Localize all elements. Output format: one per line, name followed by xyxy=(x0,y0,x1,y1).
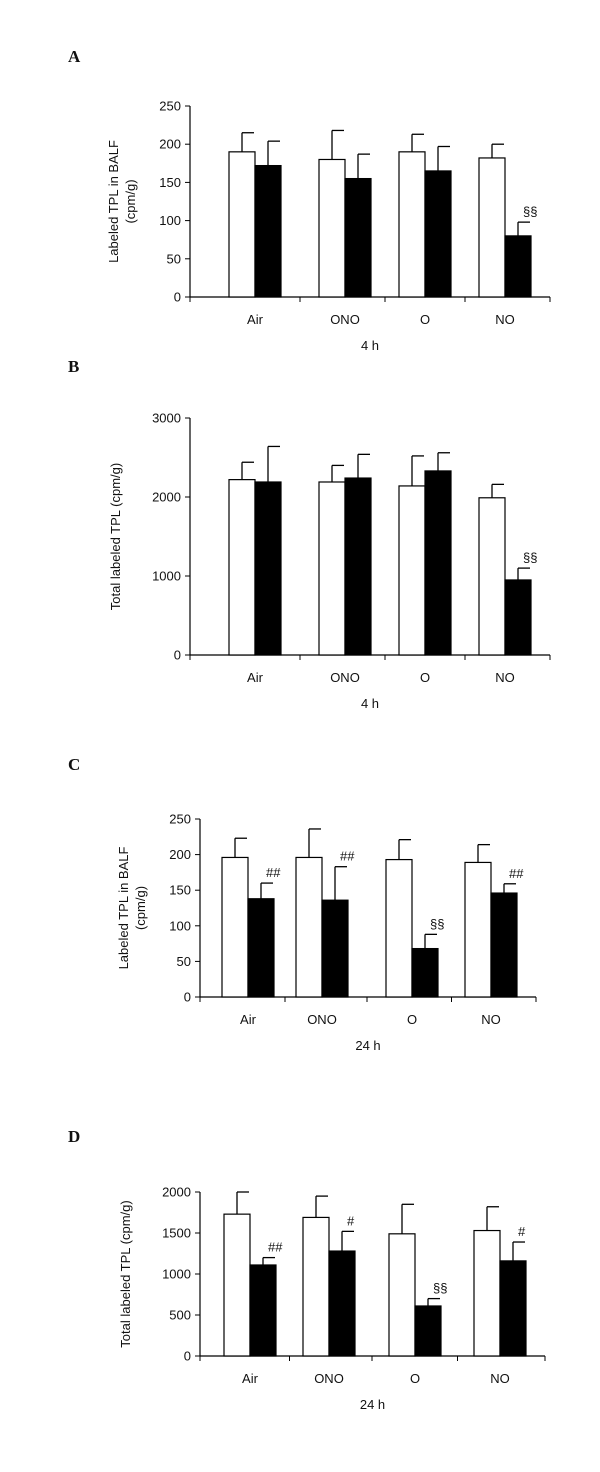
bar-filled xyxy=(424,470,452,656)
bar-filled xyxy=(249,1264,277,1357)
x-tick-label: O xyxy=(407,1012,417,1027)
significance-marker: ## xyxy=(266,865,281,880)
panel-letter: A xyxy=(68,47,81,66)
panel-letter: B xyxy=(68,357,79,376)
bar-open xyxy=(223,1213,251,1357)
bar-filled xyxy=(254,481,282,656)
y-tick-label: 1000 xyxy=(162,1267,191,1282)
y-axis-title: Labeled TPL in BALF (cpm/g) xyxy=(106,140,138,263)
x-axis-title: 24 h xyxy=(355,1038,380,1053)
bar-open xyxy=(398,151,426,298)
x-tick-label: O xyxy=(420,312,430,327)
y-axis-title-line: Total labeled TPL (cpm/g) xyxy=(118,1200,133,1347)
bar-filled xyxy=(424,170,452,298)
x-tick-label: NO xyxy=(481,1012,501,1027)
bar-filled xyxy=(328,1250,356,1357)
x-tick-label: O xyxy=(420,670,430,685)
bar-filled xyxy=(344,477,372,656)
y-axis-title-line: Total labeled TPL (cpm/g) xyxy=(108,463,123,610)
bar-filled xyxy=(247,898,275,998)
bar-open xyxy=(478,157,506,298)
bar-open xyxy=(318,481,346,656)
x-axis-title: 4 h xyxy=(361,696,379,711)
significance-marker: §§ xyxy=(433,1281,447,1296)
x-tick-label: Air xyxy=(242,1371,259,1386)
y-tick-label: 1000 xyxy=(152,569,181,584)
y-tick-label: 1500 xyxy=(162,1226,191,1241)
y-tick-label: 150 xyxy=(169,883,191,898)
x-tick-label: ONO xyxy=(314,1371,344,1386)
y-axis-title-line: Labeled TPL in BALF xyxy=(116,847,131,970)
bar-open xyxy=(464,861,492,998)
y-tick-label: 150 xyxy=(159,175,181,190)
x-tick-label: Air xyxy=(247,312,264,327)
panel-letter: D xyxy=(68,1127,80,1146)
significance-marker: ## xyxy=(268,1240,283,1255)
bar-filled xyxy=(504,579,532,656)
y-tick-label: 200 xyxy=(169,847,191,862)
bar-filled xyxy=(504,235,532,298)
x-tick-label: ONO xyxy=(330,312,360,327)
significance-marker: §§ xyxy=(523,204,537,219)
bar-filled xyxy=(411,947,439,998)
significance-marker: ## xyxy=(509,866,524,881)
y-tick-label: 0 xyxy=(174,648,181,663)
significance-marker: ## xyxy=(340,849,355,864)
y-axis-title: Total labeled TPL (cpm/g) xyxy=(108,463,123,610)
y-tick-label: 50 xyxy=(177,954,191,969)
bar-open xyxy=(228,151,256,298)
y-axis-title-line: (cpm/g) xyxy=(133,886,148,930)
bar-filled xyxy=(490,892,518,998)
y-tick-label: 0 xyxy=(184,1349,191,1364)
x-tick-label: ONO xyxy=(330,670,360,685)
x-tick-label: NO xyxy=(490,1371,510,1386)
y-tick-label: 2000 xyxy=(162,1185,191,1200)
y-axis-title-line: Labeled TPL in BALF xyxy=(106,140,121,263)
y-tick-label: 2000 xyxy=(152,490,181,505)
x-tick-label: NO xyxy=(495,312,515,327)
y-tick-label: 100 xyxy=(159,213,181,228)
x-tick-label: NO xyxy=(495,670,515,685)
x-axis-title: 24 h xyxy=(360,1397,385,1412)
y-tick-label: 50 xyxy=(167,251,181,266)
significance-marker: # xyxy=(347,1213,355,1228)
y-tick-label: 500 xyxy=(169,1308,191,1323)
bar-filled xyxy=(254,164,282,298)
bar-open xyxy=(302,1216,330,1357)
bar-filled xyxy=(344,177,372,298)
x-axis-title: 4 h xyxy=(361,338,379,353)
bar-open xyxy=(478,497,506,656)
y-tick-label: 3000 xyxy=(152,411,181,426)
bar-open xyxy=(388,1233,416,1357)
significance-marker: §§ xyxy=(430,916,444,931)
y-axis-title: Total labeled TPL (cpm/g) xyxy=(118,1200,133,1347)
panel-letter: C xyxy=(68,755,80,774)
y-tick-label: 250 xyxy=(169,812,191,827)
bar-open xyxy=(473,1229,501,1357)
x-tick-label: Air xyxy=(247,670,264,685)
x-tick-label: ONO xyxy=(307,1012,337,1027)
bar-filled xyxy=(414,1305,442,1357)
y-tick-label: 0 xyxy=(184,990,191,1005)
x-tick-label: O xyxy=(410,1371,420,1386)
bar-filled xyxy=(499,1260,527,1357)
significance-marker: # xyxy=(518,1224,526,1239)
y-axis-title-line: (cpm/g) xyxy=(123,179,138,223)
bar-open xyxy=(228,479,256,656)
y-tick-label: 0 xyxy=(174,290,181,305)
significance-marker: §§ xyxy=(523,550,537,565)
y-tick-label: 200 xyxy=(159,137,181,152)
y-tick-label: 100 xyxy=(169,918,191,933)
bar-open xyxy=(385,858,413,998)
y-axis-title: Labeled TPL in BALF (cpm/g) xyxy=(116,847,148,970)
y-tick-label: 250 xyxy=(159,99,181,114)
x-tick-label: Air xyxy=(240,1012,257,1027)
bar-filled xyxy=(321,899,349,998)
